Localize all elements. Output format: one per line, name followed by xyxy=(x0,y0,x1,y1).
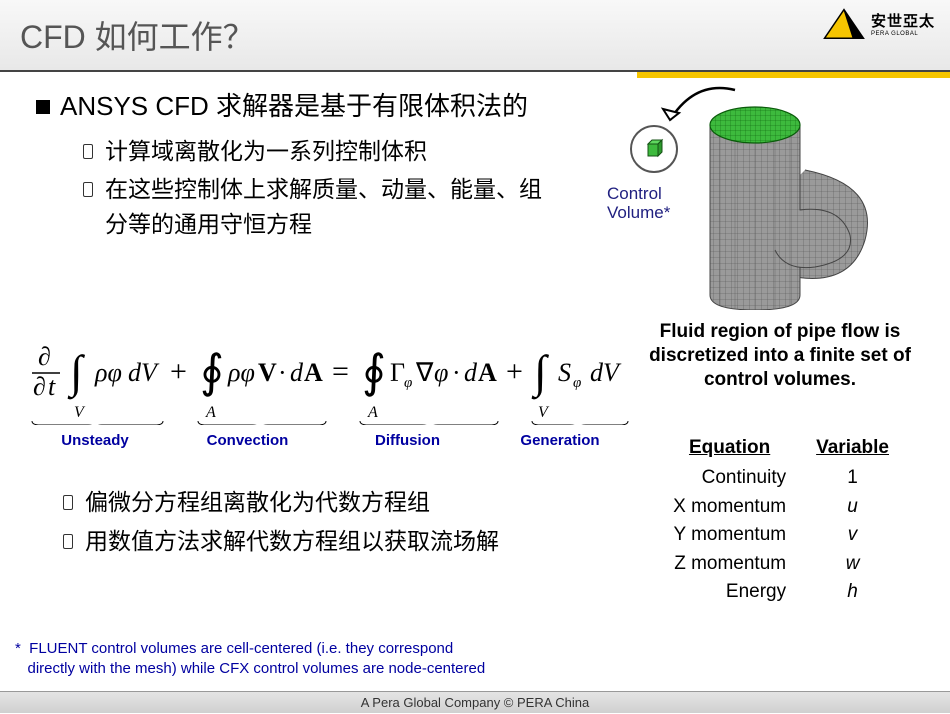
svg-text:Γ: Γ xyxy=(390,358,405,387)
bullet-square-icon xyxy=(36,100,50,114)
table-header: Equation xyxy=(659,437,800,463)
table-row: Continuity1 xyxy=(659,465,903,492)
svg-text:·: · xyxy=(278,358,287,387)
title-bar: CFD 如何工作？ 安世亞太 PERA GLOBAL xyxy=(0,0,950,72)
svg-text:dV: dV xyxy=(590,358,622,387)
control-volume-circle xyxy=(630,125,678,173)
term-label: Unsteady xyxy=(20,432,170,449)
table-row: Equation Variable xyxy=(659,437,903,463)
logo-icon xyxy=(823,8,865,44)
footnote-line1: * FLUENT control volumes are cell-center… xyxy=(15,640,453,657)
svg-text:+: + xyxy=(170,355,187,388)
svg-text:∮: ∮ xyxy=(362,346,386,397)
svg-text:A: A xyxy=(205,404,216,421)
sub-bullet-list: 计算域离散化为一系列控制体积 在这些控制体上求解质量、动量、能量、组分等的通用守… xyxy=(105,134,560,242)
svg-text:=: = xyxy=(332,355,349,388)
term-label: Generation xyxy=(490,432,630,449)
svg-text:φ: φ xyxy=(404,375,412,391)
svg-text:φ: φ xyxy=(573,375,581,391)
list-item: 计算域离散化为一系列控制体积 xyxy=(105,134,560,169)
svg-text:+: + xyxy=(506,355,523,388)
pipe-caption: Fluid region of pipe flow is discretized… xyxy=(620,320,940,391)
equation-variable-table: Equation Variable Continuity1 X momentum… xyxy=(657,435,905,608)
equation-term-labels: Unsteady Convection Diffusion Generation xyxy=(20,432,640,449)
list-item: 用数值方法求解代数方程组以获取流场解 xyxy=(85,524,555,559)
svg-text:A: A xyxy=(478,358,497,387)
svg-text:φ: φ xyxy=(434,358,448,387)
table-row: Z momentumw xyxy=(659,551,903,578)
svg-text:V: V xyxy=(538,404,550,421)
svg-text:∫: ∫ xyxy=(531,346,549,400)
svg-text:ρφ: ρφ xyxy=(227,358,255,387)
svg-text:∂: ∂ xyxy=(33,372,46,401)
svg-text:ρφ: ρφ xyxy=(94,358,122,387)
svg-text:d: d xyxy=(290,358,304,387)
main-bullet-text: ANSYS CFD 求解器是基于有限体积法的 xyxy=(60,91,528,121)
svg-text:S: S xyxy=(558,358,571,387)
list-item: 在这些控制体上求解质量、动量、能量、组分等的通用守恒方程 xyxy=(105,172,560,241)
footer: A Pera Global Company © PERA China xyxy=(0,691,950,713)
main-bullet: ANSYS CFD 求解器是基于有限体积法的 xyxy=(60,90,580,124)
svg-text:t: t xyxy=(48,372,56,401)
footnote: * FLUENT control volumes are cell-center… xyxy=(15,639,485,678)
equation-block: ∂ ∂t ∫ V ρφ dV + ∮ A ρφ V · d A = ∮ A Γ … xyxy=(20,335,640,449)
svg-text:∇: ∇ xyxy=(415,358,434,387)
svg-text:A: A xyxy=(304,358,323,387)
list-item: 偏微分方程组离散化为代数方程组 xyxy=(85,485,555,520)
svg-text:∫: ∫ xyxy=(67,346,85,400)
logo: 安世亞太 PERA GLOBAL xyxy=(823,8,935,44)
table-row: X momentumu xyxy=(659,494,903,521)
term-label: Convection xyxy=(170,432,325,449)
arrow-icon xyxy=(655,85,745,135)
cube-icon xyxy=(645,138,665,158)
term-label: Diffusion xyxy=(325,432,490,449)
yellow-strip xyxy=(637,72,950,78)
table-row: Y momentumv xyxy=(659,522,903,549)
svg-text:·: · xyxy=(452,358,461,387)
svg-text:dV: dV xyxy=(128,358,160,387)
svg-text:V: V xyxy=(74,404,86,421)
logo-text: 安世亞太 PERA GLOBAL xyxy=(871,13,935,38)
table-header: Variable xyxy=(802,437,903,463)
svg-text:V: V xyxy=(258,358,277,387)
svg-text:∂: ∂ xyxy=(38,342,51,371)
svg-text:A: A xyxy=(367,404,378,421)
page-title: CFD 如何工作？ xyxy=(20,12,255,58)
lower-bullet-list: 偏微分方程组离散化为代数方程组 用数值方法求解代数方程组以获取流场解 xyxy=(85,485,555,562)
equation-svg: ∂ ∂t ∫ V ρφ dV + ∮ A ρφ V · d A = ∮ A Γ … xyxy=(20,335,640,425)
svg-text:d: d xyxy=(464,358,478,387)
footnote-line2: directly with the mesh) while CFX contro… xyxy=(15,660,485,677)
table-row: Energyh xyxy=(659,579,903,606)
svg-text:∮: ∮ xyxy=(200,346,224,397)
